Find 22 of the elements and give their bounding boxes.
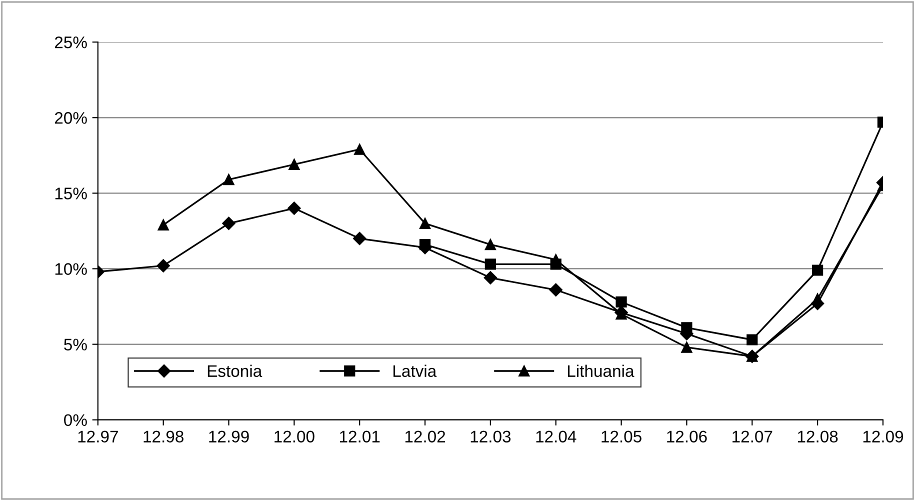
x-tick-label: 12.08 [798,430,838,442]
x-tick-label: 12.07 [732,430,772,442]
x-tick-label: 12.09 [863,430,904,442]
y-tick-label: 0% [64,414,87,426]
y-tick-label: 15% [55,188,87,200]
x-tick-label: 12.02 [405,430,446,442]
x-tick-label: 12.97 [78,430,118,442]
legend-label: Latvia [394,364,437,377]
x-tick-label: 12.99 [209,430,249,442]
x-tick-label: 12.05 [602,430,642,442]
x-tick-label: 12.03 [470,430,511,442]
x-tick-label: 12.06 [667,430,707,442]
legend-label: Lithuania [568,364,634,377]
y-tick-label: 10% [55,263,87,275]
x-tick-label: 12.04 [536,430,576,442]
y-tick-label: 25% [54,36,87,48]
y-tick-label: 5% [64,338,87,350]
x-tick-label: 12.00 [274,430,314,442]
x-tick-label: 12.01 [340,430,380,442]
y-tick-label: 20% [54,112,87,124]
legend-label: Estonia [208,364,262,377]
x-tick-label: 12.98 [144,430,184,442]
